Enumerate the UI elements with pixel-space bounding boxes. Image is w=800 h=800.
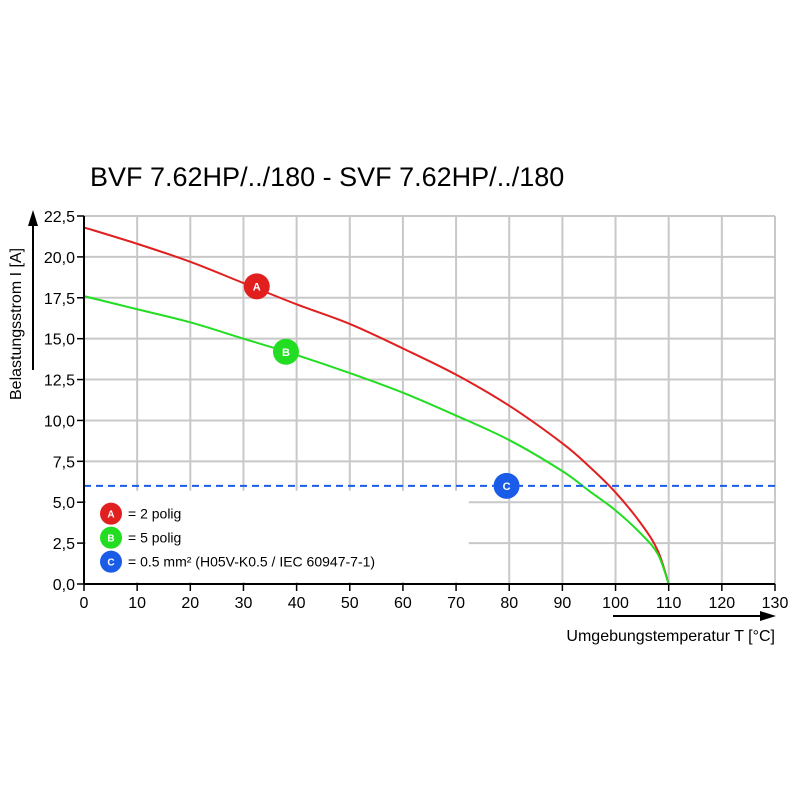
y-axis-label: Belastungsstrom I [A] xyxy=(8,248,25,400)
y-tick-label: 22,5 xyxy=(44,209,75,226)
x-tick-label: 40 xyxy=(288,595,306,612)
y-tick-label: 15,0 xyxy=(44,332,75,349)
y-tick-label: 0,0 xyxy=(53,577,75,594)
legend-swatch xyxy=(100,526,122,549)
x-tick-label: 130 xyxy=(762,595,789,612)
marker-letter: B xyxy=(282,347,290,359)
marker-letter: A xyxy=(253,281,261,293)
series-line-b xyxy=(83,295,670,585)
legend-text: = 0.5 mm² (H05V-K0.5 / IEC 60947-7-1) xyxy=(128,554,375,570)
marker-circle xyxy=(272,338,299,365)
y-tick-label: 7,5 xyxy=(53,454,75,471)
x-tick-label: 90 xyxy=(553,595,571,612)
x-tick-label: 80 xyxy=(500,595,518,612)
series-markers: A B C xyxy=(243,273,520,499)
legend-text: = 5 polig xyxy=(128,530,181,546)
marker-a: A xyxy=(243,273,270,300)
y-axis-arrow-head xyxy=(28,210,38,226)
x-axis-label: Umgebungstemperatur T [°C] xyxy=(566,628,775,645)
chart-title: BVF 7.62HP/../180 - SVF 7.62HP/../180 xyxy=(90,162,564,192)
x-tick-label: 70 xyxy=(447,595,465,612)
x-axis-arrow-head xyxy=(760,611,776,621)
legend-entry-b: B = 5 polig xyxy=(100,526,181,549)
y-tick-label: 17,5 xyxy=(44,291,75,308)
y-axis-ticks: 0,0 2,5 5,0 7,5 10,0 12,5 15,0 17,5 20,0 22,5 xyxy=(44,209,84,594)
x-axis-ticks: 0 10 20 30 40 50 60 70 80 90 100 110 120 130 xyxy=(80,584,789,612)
series-line-a xyxy=(83,226,670,585)
x-tick-label: 30 xyxy=(235,595,253,612)
y-tick-label: 12,5 xyxy=(44,373,75,390)
legend-key: A xyxy=(107,510,114,521)
marker-c: C xyxy=(493,472,520,499)
x-tick-label: 100 xyxy=(602,595,629,612)
marker-letter: C xyxy=(503,481,511,493)
legend-entry-c: C = 0.5 mm² (H05V-K0.5 / IEC 60947-7-1) xyxy=(100,550,375,573)
y-tick-label: 2,5 xyxy=(53,536,75,553)
marker-b: B xyxy=(272,338,299,365)
legend-swatch xyxy=(100,502,122,525)
series-group xyxy=(83,226,775,585)
legend-key: C xyxy=(107,558,114,569)
legend: A = 2 polig B = 5 polig C = 0.5 mm² (H05V-K0.… xyxy=(100,502,375,573)
y-tick-label: 10,0 xyxy=(44,413,75,430)
legend-text: = 2 polig xyxy=(128,506,181,522)
x-tick-label: 120 xyxy=(708,595,735,612)
x-tick-label: 0 xyxy=(80,595,89,612)
y-tick-label: 5,0 xyxy=(53,495,75,512)
legend-box xyxy=(86,490,469,582)
x-tick-label: 10 xyxy=(128,595,146,612)
x-tick-label: 60 xyxy=(394,595,412,612)
legend-entry-a: A = 2 polig xyxy=(100,502,181,525)
marker-circle xyxy=(243,273,270,300)
x-tick-label: 50 xyxy=(341,595,359,612)
y-tick-label: 20,0 xyxy=(44,250,75,267)
legend-key: B xyxy=(107,534,114,545)
legend-swatch xyxy=(100,550,122,573)
marker-circle xyxy=(493,472,520,499)
x-tick-label: 110 xyxy=(656,595,682,612)
x-tick-label: 20 xyxy=(181,595,199,612)
